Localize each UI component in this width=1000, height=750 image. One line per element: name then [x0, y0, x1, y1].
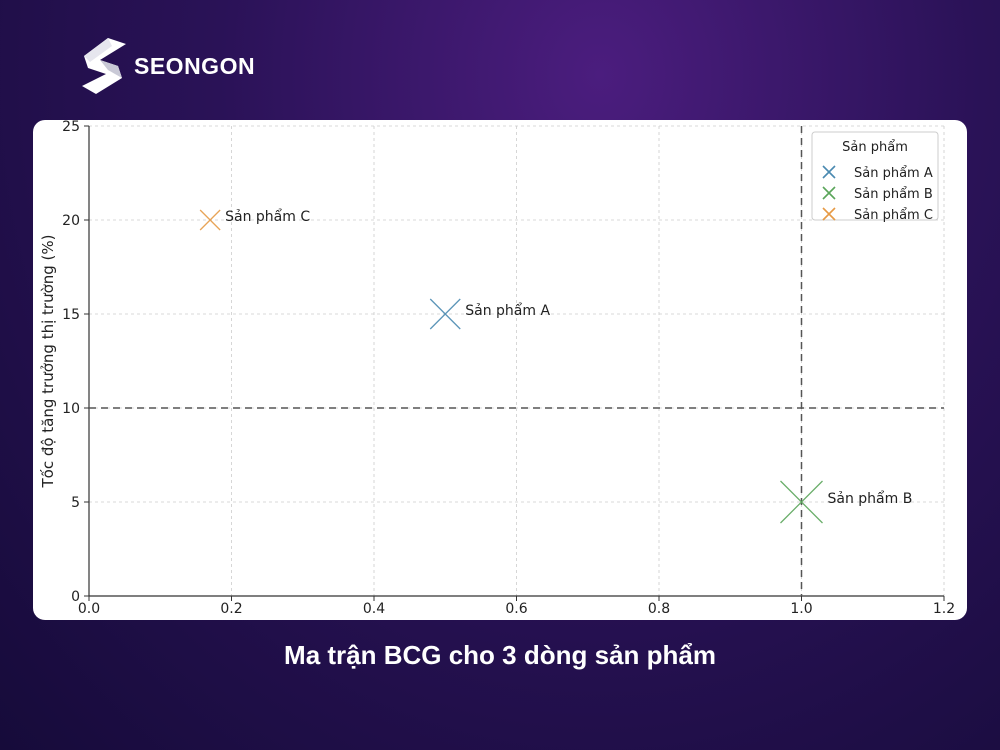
- brand-name: SEONGON: [134, 52, 256, 79]
- scatter-point: [429, 298, 461, 330]
- x-tick-label: 1.0: [790, 601, 812, 617]
- y-axis-label: Tốc độ tăng trưởng thị trường (%): [39, 234, 57, 488]
- scatter-point: [199, 209, 221, 231]
- x-tick-label: 0.6: [505, 601, 527, 617]
- legend-entry: Sản phẩm B: [854, 187, 933, 202]
- legend-marker: [822, 186, 836, 200]
- chart-caption: Ma trận BCG cho 3 dòng sản phẩm: [284, 640, 716, 670]
- x-tick-label: 0.8: [648, 601, 670, 617]
- point-label: Sản phẩm B: [828, 490, 913, 507]
- scatter-point: [780, 480, 823, 524]
- legend-title: Sản phẩm: [842, 140, 908, 155]
- y-tick-label: 10: [62, 401, 80, 417]
- y-tick-label: 5: [71, 495, 80, 511]
- point-label: Sản phẩm A: [465, 302, 550, 319]
- y-tick-label: 0: [71, 589, 80, 605]
- legend-entry: Sản phẩm A: [854, 166, 933, 181]
- bcg-scatter-chart: 0.0 0.2 0.4 0.6 0.8 1.0 1.2 0 5 10 15 20 25 Tốc độ tă…: [39, 120, 955, 617]
- brand-logo: SEONGON: [78, 36, 255, 96]
- y-tick-label: 20: [62, 213, 80, 229]
- x-tick-label: 0.0: [78, 601, 100, 617]
- x-tick-label: 0.4: [363, 601, 385, 617]
- legend-marker: [822, 207, 836, 221]
- y-tick-label: 25: [62, 120, 80, 135]
- chart-card: 0.0 0.2 0.4 0.6 0.8 1.0 1.2 0 5 10 15 20 25 Tốc độ tă…: [33, 120, 967, 620]
- point-label: Sản phẩm C: [225, 208, 310, 225]
- legend-entry: Sản phẩm C: [854, 208, 933, 223]
- x-tick-label: 0.2: [220, 601, 242, 617]
- seongon-logo-icon: [82, 38, 126, 94]
- legend-box: [811, 131, 939, 221]
- y-tick-label: 15: [62, 307, 80, 323]
- x-tick-label: 1.2: [933, 601, 955, 617]
- legend-marker: [822, 165, 836, 179]
